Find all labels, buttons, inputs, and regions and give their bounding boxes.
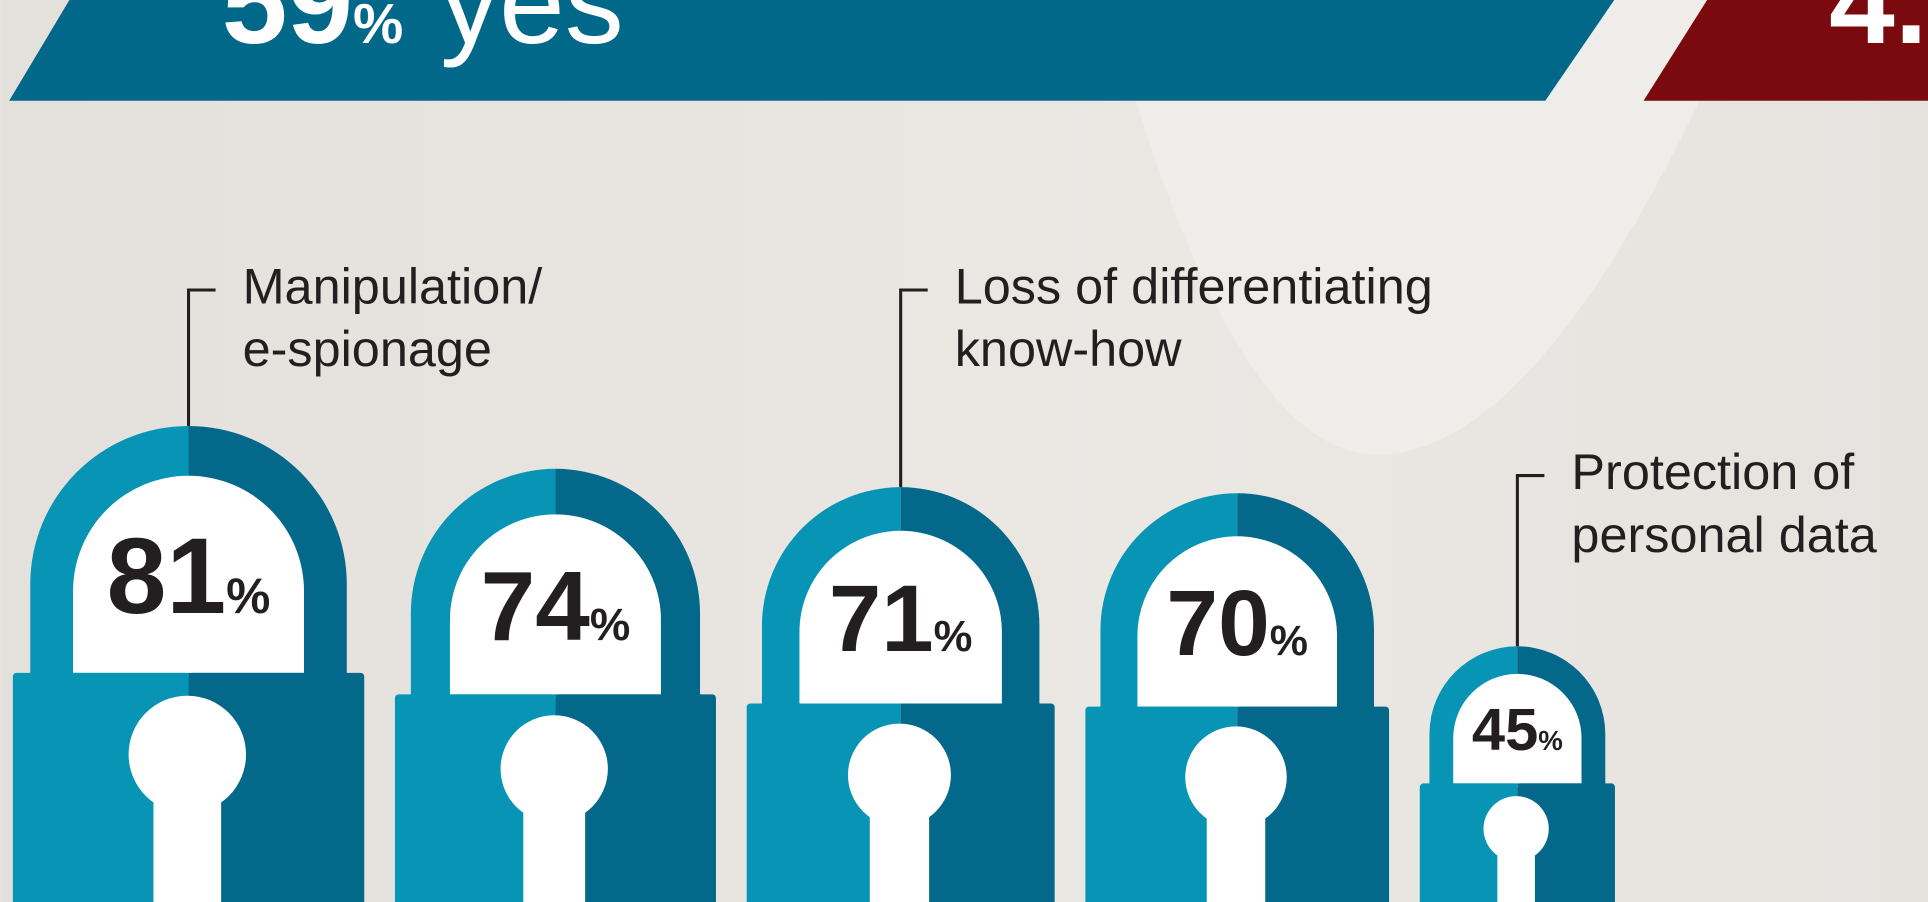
- value-number: 45: [1472, 696, 1538, 763]
- keyhole-stem: [523, 769, 585, 902]
- banner-right-text: 4.: [1829, 0, 1927, 68]
- banner-number: 59: [222, 0, 353, 68]
- category-label-box: Manipulation/ e-spionage: [243, 256, 857, 403]
- value-number: 81: [107, 516, 227, 636]
- value-unit: %: [590, 599, 630, 650]
- infographic: 59%yes4. 81%Manipulation/ e-spionage74%7…: [0, 0, 1928, 902]
- keyhole-stem: [153, 754, 221, 902]
- keyhole-stem: [870, 775, 929, 902]
- page: 59%yes4. 81%Manipulation/ e-spionage74%7…: [0, 0, 1928, 902]
- keyhole-stem: [1497, 829, 1535, 902]
- value-unit: %: [1270, 617, 1308, 665]
- value-number: 70: [1166, 571, 1269, 675]
- value-number: 71: [829, 566, 934, 671]
- category-label: Protection of personal data: [1571, 441, 1928, 566]
- value-unit: %: [934, 613, 973, 661]
- category-label-box: Loss of differentiating know-how: [955, 256, 1569, 403]
- banner-unit: %: [353, 0, 403, 55]
- category-label-box: Protection of personal data: [1571, 441, 1928, 588]
- value-number: 74: [481, 551, 591, 661]
- value-unit: %: [226, 568, 270, 624]
- value-unit: %: [1538, 725, 1563, 756]
- category-label: Manipulation/ e-spionage: [243, 256, 857, 381]
- keyhole-stem: [1207, 777, 1265, 902]
- category-label: Loss of differentiating know-how: [955, 256, 1569, 381]
- banner-label: yes: [440, 0, 624, 68]
